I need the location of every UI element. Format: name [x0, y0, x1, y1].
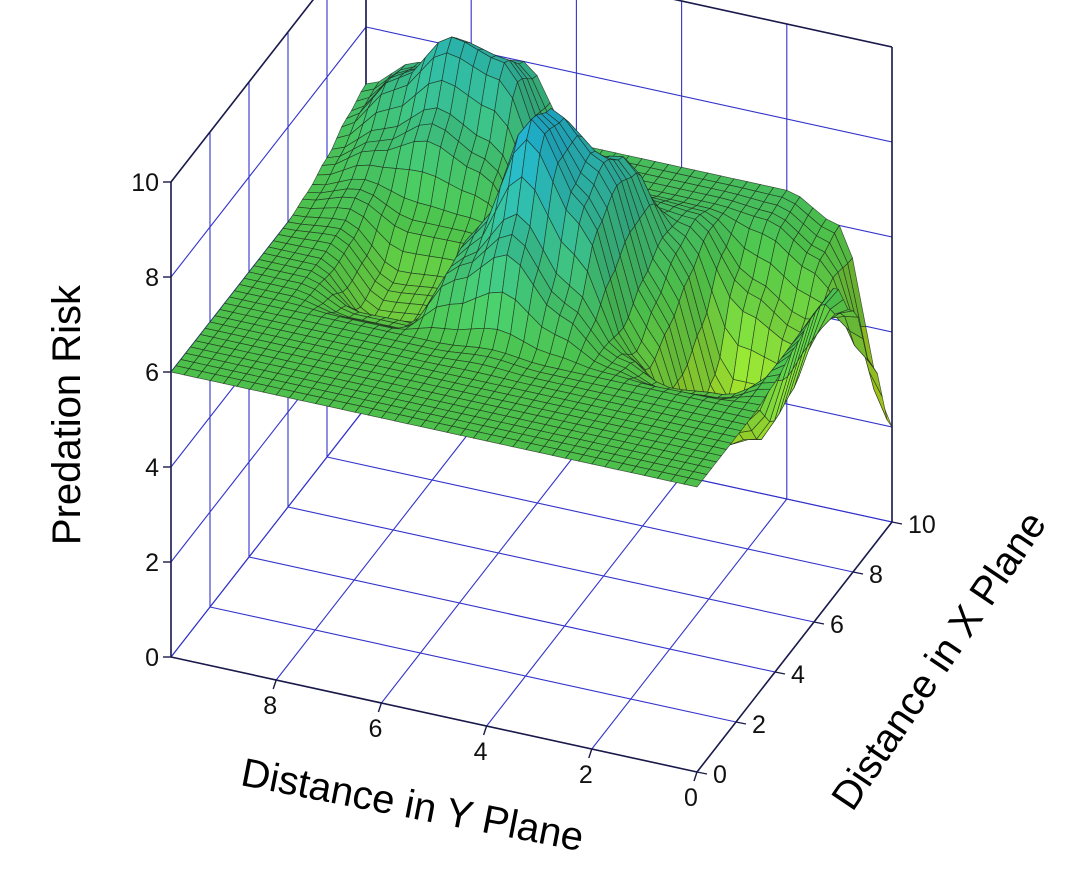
y-tick-label: 4	[474, 738, 488, 766]
x-tick-mark	[774, 671, 786, 675]
x-axis-line	[696, 521, 893, 773]
y-tick-label: 2	[579, 761, 593, 789]
grid-line	[486, 475, 683, 727]
y-tick-mark	[693, 771, 698, 782]
z-tick-label: 0	[145, 644, 159, 672]
y-tick-mark	[482, 725, 488, 736]
z-axis-title: Predation Risk	[45, 284, 89, 545]
z-tick-label: 8	[145, 264, 159, 292]
grid-line	[380, 452, 577, 704]
y-axis-line	[170, 656, 698, 773]
y-tick-label: 6	[368, 715, 382, 743]
wall-edge	[170, 0, 314, 183]
grid-line	[591, 498, 788, 750]
x-axis-title: Distance in X Plane	[823, 504, 1055, 818]
x-tick-label: 2	[752, 711, 766, 739]
grid-line	[287, 506, 815, 623]
x-tick-mark	[813, 621, 825, 625]
y-tick-mark	[588, 748, 593, 759]
x-tick-label: 10	[908, 511, 936, 539]
wall-edge	[673, 0, 893, 48]
x-tick-mark	[735, 721, 747, 725]
z-tick-label: 10	[131, 169, 159, 197]
grid-line	[275, 429, 472, 681]
z-tick-label: 6	[145, 359, 159, 387]
surface-cell	[683, 477, 703, 488]
chart-front-frame	[163, 181, 903, 782]
z-tick-label: 2	[145, 549, 159, 577]
grid-line	[170, 26, 367, 278]
y-tick-label: 8	[263, 692, 277, 720]
x-tick-label: 8	[869, 561, 883, 589]
grid-line	[326, 456, 854, 573]
y-tick-label: 0	[684, 784, 698, 812]
x-tick-mark	[696, 771, 708, 775]
grid-line	[209, 606, 737, 723]
x-tick-label: 4	[791, 661, 805, 689]
grid-line	[170, 406, 367, 658]
grid-line	[248, 556, 776, 673]
x-tick-label: 0	[713, 761, 727, 789]
surface-cell	[863, 353, 883, 397]
y-tick-mark	[272, 679, 277, 690]
y-tick-mark	[377, 702, 383, 713]
x-tick-mark	[852, 571, 864, 575]
x-tick-label: 6	[830, 611, 844, 639]
y-axis-title: Distance in Y Plane	[238, 750, 588, 860]
z-tick-label: 4	[145, 454, 159, 482]
surface-plot	[170, 36, 893, 488]
x-tick-mark	[891, 521, 903, 525]
